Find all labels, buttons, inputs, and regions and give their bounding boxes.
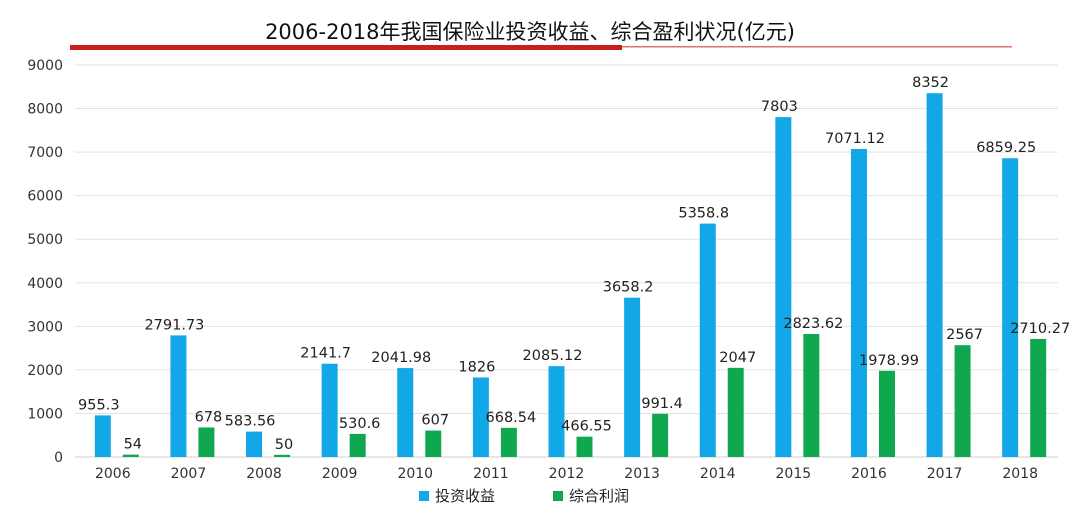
data-label: 5358.8 — [678, 206, 729, 222]
data-label: 955.3 — [78, 397, 120, 413]
bar-profit-2016 — [878, 370, 895, 457]
bar-profit-2007 — [198, 427, 215, 457]
data-label: 2085.12 — [523, 348, 583, 364]
y-tick-label: 6000 — [27, 189, 63, 205]
data-label: 2567 — [946, 327, 983, 343]
bar-investment-2011 — [472, 377, 489, 457]
bar-investment-2006 — [94, 415, 111, 457]
bar-profit-2009 — [349, 433, 366, 457]
chart-title: 2006-2018年我国保险业投资收益、综合盈利状况(亿元) — [265, 20, 795, 44]
title-underline — [70, 45, 1012, 50]
x-tick-label: 2018 — [1002, 466, 1038, 482]
x-tick-label: 2010 — [397, 466, 433, 482]
data-label: 8352 — [912, 75, 949, 91]
bar-profit-2012 — [576, 436, 593, 457]
x-tick-label: 2017 — [927, 466, 963, 482]
y-tick-label: 2000 — [27, 363, 63, 379]
bar-profit-2011 — [500, 427, 517, 457]
title-underline-thin — [622, 46, 1012, 48]
bar-profit-2014 — [727, 367, 744, 457]
gridlines — [75, 64, 1058, 458]
data-label: 530.6 — [339, 416, 381, 432]
x-tick-label: 2008 — [246, 466, 282, 482]
bar-investment-2015 — [775, 117, 792, 458]
data-label: 1826 — [458, 359, 495, 375]
data-label: 2041.98 — [371, 350, 431, 366]
data-label: 678 — [195, 409, 223, 425]
data-labels: 955.3 54 2791.73 678 583.56 50 2141.7 530.6 2041… — [78, 75, 1070, 453]
data-label: 668.54 — [486, 410, 537, 426]
bar-profit-2008 — [274, 454, 291, 457]
bar-investment-2012 — [548, 366, 565, 457]
data-label: 2791.73 — [144, 317, 204, 333]
x-tick-label: 2012 — [549, 466, 585, 482]
bar-investment-2014 — [699, 223, 716, 457]
x-tick-label: 2013 — [624, 466, 660, 482]
x-tick-label: 2007 — [171, 466, 207, 482]
data-label: 991.4 — [641, 396, 683, 412]
data-label: 7803 — [761, 99, 798, 115]
data-label: 607 — [421, 413, 449, 429]
x-tick-label: 2016 — [851, 466, 887, 482]
bars — [94, 93, 1047, 458]
y-tick-label: 1000 — [27, 406, 63, 422]
bar-investment-2017 — [926, 93, 943, 457]
y-tick-label: 9000 — [27, 58, 63, 74]
data-label: 2710.27 — [1010, 321, 1070, 337]
y-tick-label: 8000 — [27, 102, 63, 118]
bar-investment-2007 — [170, 335, 187, 457]
data-label: 2141.7 — [300, 346, 351, 362]
legend: 投资收益 综合利润 — [419, 487, 629, 505]
x-tick-label: 2015 — [776, 466, 812, 482]
title-underline-thick — [70, 45, 622, 50]
bar-profit-2015 — [803, 334, 820, 457]
data-label: 54 — [124, 437, 142, 453]
data-label: 466.55 — [561, 419, 612, 435]
data-label: 6859.25 — [976, 140, 1036, 156]
bar-profit-2013 — [652, 413, 669, 457]
x-tick-label: 2006 — [95, 466, 131, 482]
data-label: 583.56 — [225, 414, 276, 430]
x-tick-label: 2009 — [322, 466, 358, 482]
x-axis-ticks: 2006 2007 2008 2009 2010 2011 2012 2013 2014 2015… — [95, 466, 1038, 482]
bar-investment-2018 — [1002, 158, 1019, 457]
bar-investment-2013 — [624, 297, 641, 457]
legend-label: 综合利润 — [569, 487, 629, 505]
data-label: 3658.2 — [603, 280, 654, 296]
data-label: 1978.99 — [859, 353, 919, 369]
x-tick-label: 2011 — [473, 466, 509, 482]
bar-investment-2010 — [397, 368, 414, 457]
legend-swatch — [553, 491, 563, 501]
y-tick-label: 7000 — [27, 145, 63, 161]
y-tick-label: 3000 — [27, 319, 63, 335]
bar-investment-2008 — [246, 431, 263, 457]
bar-profit-2017 — [954, 345, 971, 457]
bar-profit-2006 — [122, 454, 139, 457]
data-label: 50 — [275, 437, 293, 453]
bar-investment-2009 — [321, 363, 338, 457]
y-tick-label: 5000 — [27, 232, 63, 248]
data-label: 2823.62 — [783, 316, 843, 332]
y-tick-label: 4000 — [27, 276, 63, 292]
legend-label: 投资收益 — [435, 487, 495, 505]
legend-swatch — [419, 491, 429, 501]
y-axis-ticks: 0 1000 2000 3000 4000 5000 6000 7000 8000 9000 — [27, 58, 63, 466]
data-label: 2047 — [719, 350, 756, 366]
bar-profit-2018 — [1030, 338, 1047, 457]
bar-investment-2016 — [850, 149, 867, 458]
x-tick-label: 2014 — [700, 466, 736, 482]
y-tick-label: 0 — [54, 450, 63, 466]
bar-profit-2010 — [425, 430, 442, 457]
data-label: 7071.12 — [825, 131, 885, 147]
